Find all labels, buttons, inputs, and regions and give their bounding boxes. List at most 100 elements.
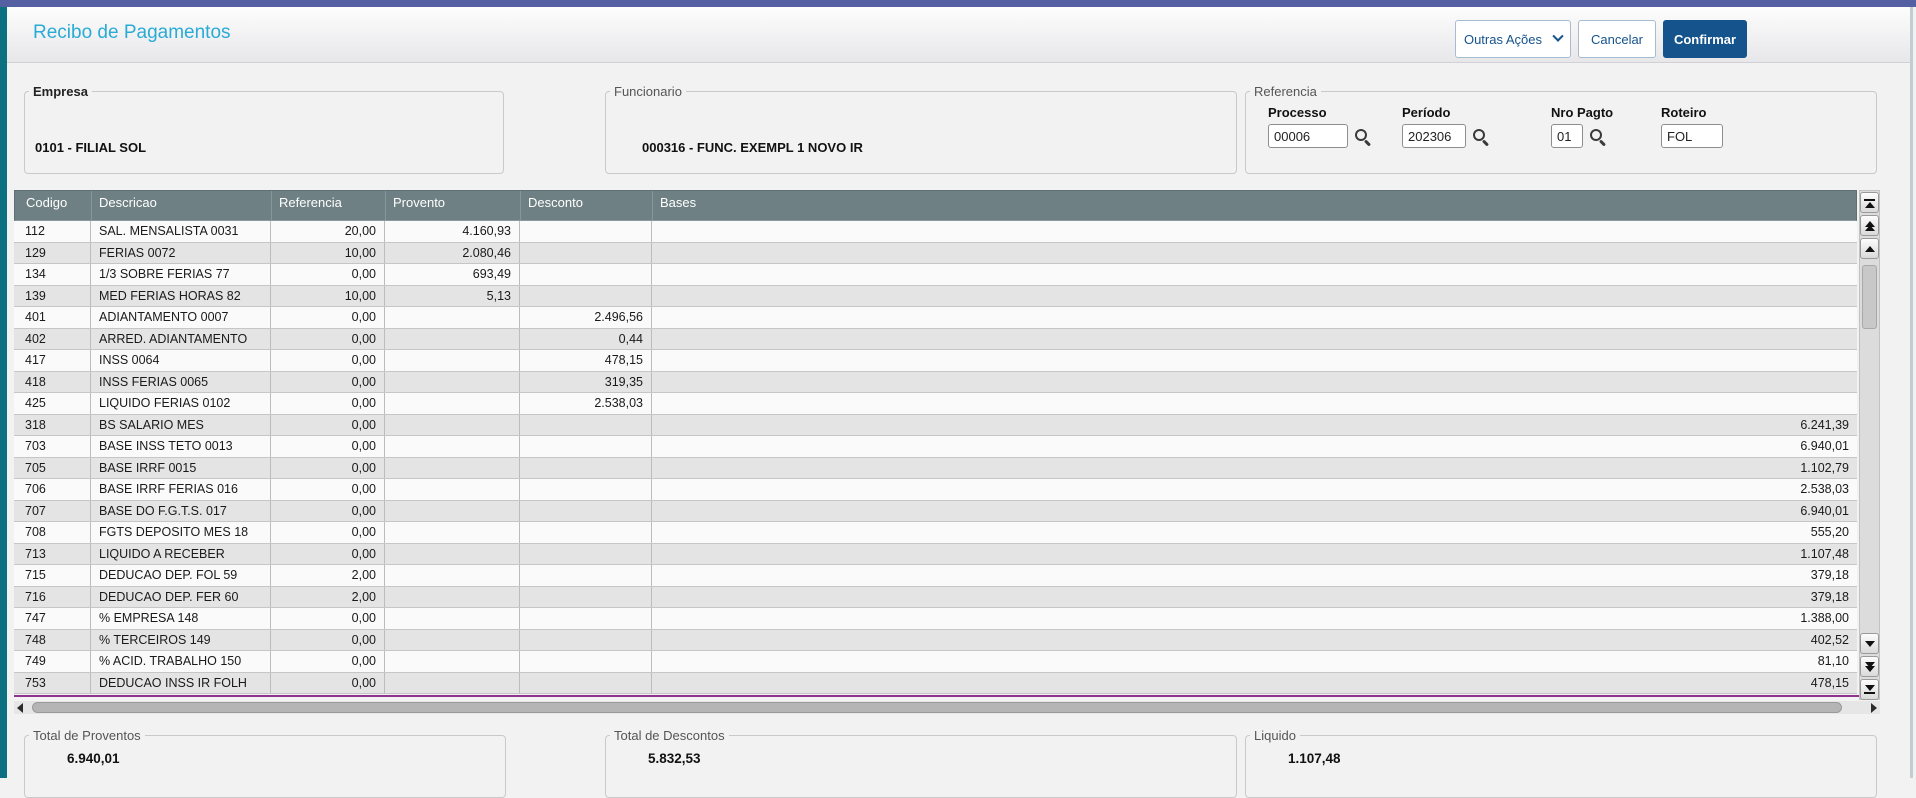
column-header-bases[interactable]: Bases (660, 195, 697, 210)
scroll-right-icon[interactable] (1871, 703, 1877, 713)
cell-provento (385, 586, 520, 607)
cell-desconto (520, 436, 652, 457)
table-row[interactable]: 748 % TERCEIROS 149 0,00 402,52 (14, 629, 1857, 651)
liquido-value: 1.107,48 (1288, 751, 1341, 766)
cell-descricao: % EMPRESA 148 (91, 608, 271, 629)
cell-provento (385, 651, 520, 672)
table-row[interactable]: 129 FERIAS 0072 10,00 2.080,46 (14, 242, 1857, 264)
cell-bases (652, 286, 1857, 307)
scroll-to-bottom-icon[interactable] (1860, 679, 1879, 700)
table-row[interactable]: 749 % ACID. TRABALHO 150 0,00 81,10 (14, 651, 1857, 673)
cell-descricao: BASE IRRF FERIAS 016 (91, 479, 271, 500)
scroll-left-icon[interactable] (17, 703, 23, 713)
liquido-legend: Liquido (1254, 728, 1296, 743)
cell-desconto (520, 264, 652, 285)
scroll-up-icon[interactable] (1860, 238, 1879, 259)
cell-codigo: 402 (14, 328, 91, 349)
nro-pagto-lookup-magnifier-icon[interactable] (1589, 128, 1606, 145)
cell-desconto (520, 651, 652, 672)
table-row[interactable]: 139 MED FERIAS HORAS 82 10,00 5,13 (14, 285, 1857, 307)
payroll-grid: Codigo Descricao Referencia Provento Des… (14, 190, 1857, 694)
table-row[interactable]: 707 BASE DO F.G.T.S. 017 0,00 6.940,01 (14, 500, 1857, 522)
referencia-legend: Referencia (1254, 84, 1317, 99)
cell-provento (385, 457, 520, 478)
scroll-down-icon[interactable] (1860, 633, 1879, 654)
other-actions-button[interactable]: Outras Ações (1455, 20, 1571, 58)
cell-referencia: 0,00 (271, 328, 385, 349)
column-header-provento[interactable]: Provento (386, 191, 521, 220)
table-row[interactable]: 425 LIQUIDO FERIAS 0102 0,00 2.538,03 (14, 393, 1857, 415)
cell-referencia: 0,00 (271, 522, 385, 543)
cell-provento: 2.080,46 (385, 242, 520, 263)
roteiro-input[interactable] (1661, 124, 1723, 148)
vertical-scrollbar-thumb[interactable] (1862, 265, 1877, 329)
table-row[interactable]: 418 INSS FERIAS 0065 0,00 319,35 (14, 371, 1857, 393)
cancel-button[interactable]: Cancelar (1578, 20, 1656, 58)
column-header-codigo[interactable]: Codigo (15, 191, 92, 220)
cell-referencia: 0,00 (271, 479, 385, 500)
cell-provento: 693,49 (385, 264, 520, 285)
table-row[interactable]: 402 ARRED. ADIANTAMENTO 0,00 0,44 (14, 328, 1857, 350)
cell-descricao: DEDUCAO DEP. FOL 59 (91, 565, 271, 586)
column-header-referencia[interactable]: Referencia (272, 191, 386, 220)
cell-referencia: 0,00 (271, 436, 385, 457)
horizontal-scrollbar[interactable] (14, 701, 1880, 714)
table-row[interactable]: 134 1/3 SOBRE FERIAS 77 0,00 693,49 (14, 264, 1857, 286)
nro-pagto-input[interactable] (1551, 124, 1583, 148)
cell-codigo: 713 (14, 543, 91, 564)
cell-bases (652, 393, 1857, 414)
cell-descricao: LIQUIDO FERIAS 0102 (91, 393, 271, 414)
periodo-lookup-magnifier-icon[interactable] (1472, 128, 1489, 145)
vertical-scrollbar[interactable] (1859, 190, 1880, 700)
table-row[interactable]: 705 BASE IRRF 0015 0,00 1.102,79 (14, 457, 1857, 479)
scroll-to-top-icon[interactable] (1860, 192, 1879, 213)
total-proventos-fieldset: Total de Proventos 6.940,01 (24, 728, 506, 798)
cell-referencia: 0,00 (271, 651, 385, 672)
table-row[interactable]: 318 BS SALARIO MES 0,00 6.241,39 (14, 414, 1857, 436)
table-row[interactable]: 703 BASE INSS TETO 0013 0,00 6.940,01 (14, 436, 1857, 458)
scroll-page-up-icon[interactable] (1860, 215, 1879, 236)
cell-descricao: LIQUIDO A RECEBER (91, 543, 271, 564)
column-header-desconto[interactable]: Desconto (521, 191, 653, 220)
periodo-input[interactable] (1402, 124, 1466, 148)
table-row[interactable]: 713 LIQUIDO A RECEBER 0,00 1.107,48 (14, 543, 1857, 565)
cell-provento (385, 672, 520, 693)
table-row[interactable]: 112 SAL. MENSALISTA 0031 20,00 4.160,93 (14, 221, 1857, 243)
cell-descricao: FGTS DEPOSITO MES 18 (91, 522, 271, 543)
cell-provento (385, 543, 520, 564)
cell-codigo: 129 (14, 242, 91, 263)
table-row[interactable]: 716 DEDUCAO DEP. FER 60 2,00 379,18 (14, 586, 1857, 608)
cell-codigo: 134 (14, 264, 91, 285)
cell-desconto (520, 586, 652, 607)
cell-provento (385, 565, 520, 586)
processo-lookup-magnifier-icon[interactable] (1354, 128, 1371, 145)
funcionario-fieldset: Funcionario 000316 - FUNC. EXEMPL 1 NOVO… (605, 84, 1237, 307)
processo-input[interactable] (1268, 124, 1348, 148)
column-header-descricao[interactable]: Descricao (92, 191, 272, 220)
cell-bases: 6.241,39 (1800, 417, 1849, 432)
empresa-legend: Empresa (33, 84, 88, 99)
cell-provento: 5,13 (385, 285, 520, 306)
cell-bases (652, 350, 1857, 371)
cell-descricao: BS SALARIO MES (91, 414, 271, 435)
horizontal-scrollbar-thumb[interactable] (32, 702, 1842, 713)
cell-provento (385, 307, 520, 328)
table-row[interactable]: 417 INSS 0064 0,00 478,15 (14, 350, 1857, 372)
cell-referencia: 0,00 (271, 500, 385, 521)
table-row[interactable]: 753 DEDUCAO INSS IR FOLH 0,00 478,15 (14, 672, 1857, 694)
cell-codigo: 747 (14, 608, 91, 629)
cell-descricao: BASE IRRF 0015 (91, 457, 271, 478)
confirm-button[interactable]: Confirmar (1663, 20, 1747, 58)
processo-field-group: Processo (1268, 105, 1371, 148)
cell-codigo: 318 (14, 414, 91, 435)
total-descontos-fieldset: Total de Descontos 5.832,53 (605, 728, 1237, 798)
table-row[interactable]: 706 BASE IRRF FERIAS 016 0,00 2.538,03 (14, 479, 1857, 501)
table-row[interactable]: 708 FGTS DEPOSITO MES 18 0,00 555,20 (14, 522, 1857, 544)
scroll-page-down-icon[interactable] (1860, 656, 1879, 677)
total-descontos-legend: Total de Descontos (614, 728, 725, 743)
table-row[interactable]: 401 ADIANTAMENTO 0007 0,00 2.496,56 (14, 307, 1857, 329)
table-row[interactable]: 715 DEDUCAO DEP. FOL 59 2,00 379,18 (14, 565, 1857, 587)
cell-codigo: 705 (14, 457, 91, 478)
cell-referencia: 0,00 (271, 307, 385, 328)
table-row[interactable]: 747 % EMPRESA 148 0,00 1.388,00 (14, 608, 1857, 630)
